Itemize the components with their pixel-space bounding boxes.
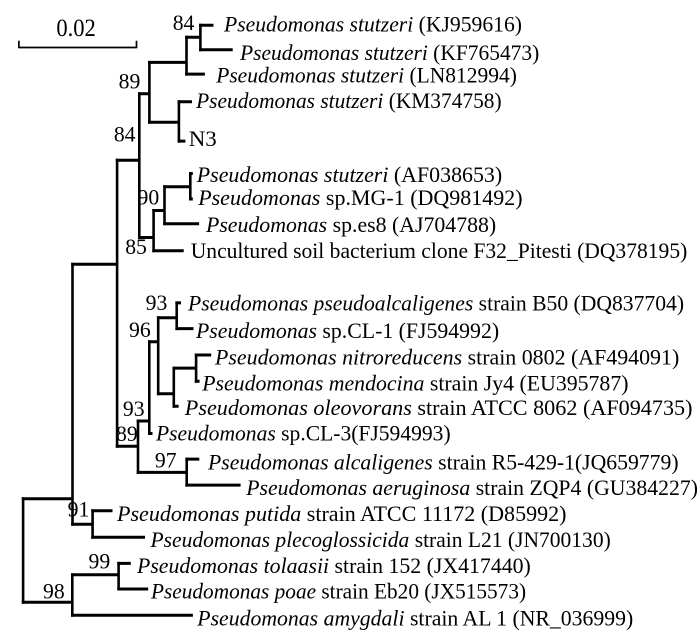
- svg-text:97: 97: [155, 449, 177, 473]
- svg-text:Pseudomonas stutzeri (KF765473: Pseudomonas stutzeri (KF765473): [239, 41, 539, 65]
- svg-text:93: 93: [123, 397, 145, 421]
- svg-text:0.02: 0.02: [56, 15, 95, 42]
- svg-text:91: 91: [68, 498, 90, 522]
- svg-text:Pseudomonas oleovorans strain: Pseudomonas oleovorans strain ATCC 8062 …: [184, 395, 693, 420]
- svg-text:Pseudomonas tolaasii strain 15: Pseudomonas tolaasii strain 152 (JX41744…: [136, 554, 531, 578]
- svg-text:Uncultured soil bacterium clon: Uncultured soil bacterium clone F32_Pite…: [191, 239, 688, 263]
- svg-text:Pseudomonas sp.es8 (AJ704788): Pseudomonas sp.es8 (AJ704788): [205, 213, 496, 237]
- svg-text:90: 90: [138, 186, 160, 210]
- svg-text:Pseudomonas alcaligenes strain: Pseudomonas alcaligenes strain R5-429-1(…: [207, 450, 679, 474]
- svg-text:Pseudomonas amygdali strain AL: Pseudomonas amygdali strain AL 1 (NR_036…: [196, 607, 633, 631]
- svg-text:Pseudomonas mendocina strain J: Pseudomonas mendocina strain Jy4 (EU3957…: [201, 372, 628, 396]
- svg-text:Pseudomonas pseudoalcaligenes: Pseudomonas pseudoalcaligenes strain B50…: [187, 291, 684, 315]
- svg-text:84: 84: [173, 11, 195, 35]
- svg-text:89: 89: [116, 422, 138, 446]
- svg-text:N3: N3: [189, 127, 217, 151]
- svg-text:Pseudomonas sp.CL-3(FJ594993): Pseudomonas sp.CL-3(FJ594993): [155, 422, 451, 446]
- svg-text:Pseudomonas sp.MG-1 (DQ981492): Pseudomonas sp.MG-1 (DQ981492): [197, 186, 522, 210]
- svg-text:Pseudomonas poae strain Eb20 (: Pseudomonas poae strain Eb20 (JX515573): [150, 580, 526, 604]
- svg-text:99: 99: [89, 550, 111, 574]
- svg-text:89: 89: [119, 70, 141, 94]
- svg-text:Pseudomonas stutzeri (KJ959616: Pseudomonas stutzeri (KJ959616): [223, 13, 522, 37]
- svg-text:Pseudomonas sp.CL-1 (FJ594992): Pseudomonas sp.CL-1 (FJ594992): [195, 319, 499, 343]
- svg-text:96: 96: [129, 318, 151, 342]
- svg-text:98: 98: [43, 579, 65, 603]
- svg-text:84: 84: [114, 122, 136, 146]
- svg-text:Pseudomonas nitroreducens stra: Pseudomonas nitroreducens strain 0802 (A…: [214, 346, 679, 370]
- svg-text:Pseudomonas aeruginosa strain: Pseudomonas aeruginosa strain ZQP4 (GU38…: [245, 476, 698, 500]
- svg-text:93: 93: [146, 291, 168, 315]
- svg-text:Pseudomonas putida strain ATCC: Pseudomonas putida strain ATCC 11172 (D8…: [116, 502, 567, 526]
- svg-text:Pseudomonas plecoglossicida st: Pseudomonas plecoglossicida strain L21 (…: [150, 528, 611, 552]
- svg-text:Pseudomonas stutzeri (KM374758: Pseudomonas stutzeri (KM374758): [195, 89, 502, 113]
- svg-text:Pseudomonas stutzeri (LN812994: Pseudomonas stutzeri (LN812994): [215, 64, 517, 88]
- svg-text:85: 85: [125, 235, 147, 259]
- svg-text:Pseudomonas stutzeri (AF038653: Pseudomonas stutzeri (AF038653): [196, 163, 502, 187]
